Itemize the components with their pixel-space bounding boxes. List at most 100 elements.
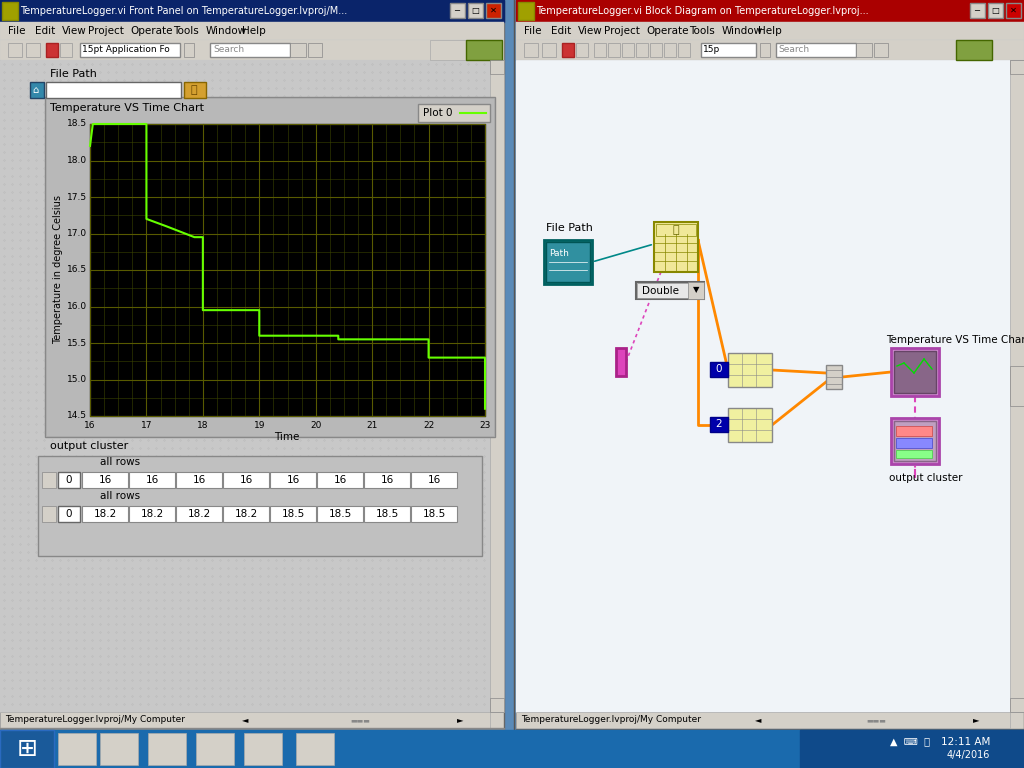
Bar: [516, 60, 1010, 712]
Text: Edit: Edit: [551, 26, 571, 36]
Bar: [317, 506, 362, 522]
Text: □: □: [991, 5, 999, 15]
Text: Plot 0: Plot 0: [423, 108, 453, 118]
Bar: [0, 22, 504, 40]
Bar: [296, 733, 334, 765]
Text: 16: 16: [98, 475, 112, 485]
Bar: [896, 438, 932, 448]
Text: View: View: [61, 26, 86, 36]
Bar: [710, 362, 728, 377]
Bar: [490, 60, 504, 74]
Bar: [616, 348, 626, 376]
Text: 18.2: 18.2: [93, 509, 117, 519]
Bar: [656, 224, 696, 236]
Bar: [988, 3, 1002, 18]
Bar: [0, 0, 504, 22]
Bar: [518, 2, 534, 20]
Bar: [728, 408, 772, 442]
Bar: [468, 3, 483, 18]
Bar: [776, 43, 856, 57]
Bar: [664, 43, 676, 57]
Text: Path: Path: [549, 250, 569, 259]
Bar: [58, 733, 96, 765]
Text: ◄: ◄: [242, 716, 248, 724]
Bar: [970, 3, 985, 18]
Bar: [0, 40, 504, 60]
Bar: [430, 40, 466, 60]
Text: ✕: ✕: [1010, 5, 1017, 15]
Bar: [1010, 60, 1024, 712]
Bar: [894, 351, 936, 393]
Text: Tools: Tools: [173, 26, 199, 36]
Text: ⌂: ⌂: [32, 85, 38, 95]
Text: Search: Search: [213, 45, 244, 55]
Bar: [701, 43, 756, 57]
Bar: [874, 43, 888, 57]
Bar: [516, 0, 1024, 22]
Text: 16: 16: [380, 475, 393, 485]
Text: □: □: [471, 5, 479, 15]
Text: Operate: Operate: [647, 26, 689, 36]
Text: TemperatureLogger.vi Block Diagram on TemperatureLogger.lvproj...: TemperatureLogger.vi Block Diagram on Te…: [536, 6, 868, 16]
Bar: [516, 40, 1024, 60]
Bar: [223, 472, 269, 488]
Bar: [82, 506, 128, 522]
Text: 18.0: 18.0: [67, 156, 87, 165]
Bar: [364, 472, 410, 488]
Text: 16: 16: [84, 421, 96, 430]
Text: 0: 0: [66, 475, 73, 485]
Bar: [0, 728, 504, 729]
Text: File: File: [524, 26, 542, 36]
Text: 21: 21: [367, 421, 378, 430]
Text: 15.5: 15.5: [67, 339, 87, 347]
Text: 16: 16: [145, 475, 159, 485]
Text: File Path: File Path: [546, 223, 593, 233]
Bar: [891, 418, 939, 464]
Bar: [129, 506, 175, 522]
Bar: [290, 43, 306, 57]
Text: Tools: Tools: [689, 26, 715, 36]
Text: ◄: ◄: [755, 716, 761, 724]
Text: 17: 17: [140, 421, 153, 430]
Text: ▲  ⌨  🔊: ▲ ⌨ 🔊: [890, 736, 930, 746]
Text: 0: 0: [716, 364, 722, 374]
Bar: [46, 43, 58, 57]
Text: 18: 18: [197, 421, 209, 430]
Bar: [896, 450, 932, 458]
Bar: [46, 98, 494, 436]
Bar: [42, 506, 56, 522]
Text: ✕: ✕: [489, 5, 497, 15]
Text: 22: 22: [423, 421, 434, 430]
Bar: [210, 43, 290, 57]
Text: ▬▬▬: ▬▬▬: [866, 717, 886, 723]
Bar: [176, 472, 222, 488]
Bar: [654, 222, 698, 272]
Text: 23: 23: [479, 421, 490, 430]
Text: 16: 16: [427, 475, 440, 485]
Bar: [891, 348, 939, 396]
Bar: [524, 43, 538, 57]
Bar: [728, 353, 772, 387]
Bar: [636, 282, 705, 299]
Bar: [317, 472, 362, 488]
Text: Temperature VS Time Chart: Temperature VS Time Chart: [886, 335, 1024, 345]
Text: 17.5: 17.5: [67, 193, 87, 201]
Bar: [486, 3, 501, 18]
Text: 18.5: 18.5: [329, 509, 351, 519]
Bar: [516, 22, 1024, 40]
Bar: [546, 242, 590, 282]
Text: 16: 16: [334, 475, 347, 485]
Bar: [800, 730, 1024, 768]
Text: 4/4/2016: 4/4/2016: [946, 750, 990, 760]
Text: output cluster: output cluster: [889, 473, 963, 483]
Bar: [622, 43, 634, 57]
Bar: [38, 456, 482, 556]
Text: 👓: 👓: [673, 225, 679, 235]
Text: 12:11 AM: 12:11 AM: [941, 737, 990, 747]
Bar: [562, 43, 574, 57]
Text: Window: Window: [205, 26, 247, 36]
Bar: [176, 506, 222, 522]
Bar: [466, 40, 502, 60]
Bar: [244, 733, 282, 765]
Text: 2: 2: [716, 419, 722, 429]
